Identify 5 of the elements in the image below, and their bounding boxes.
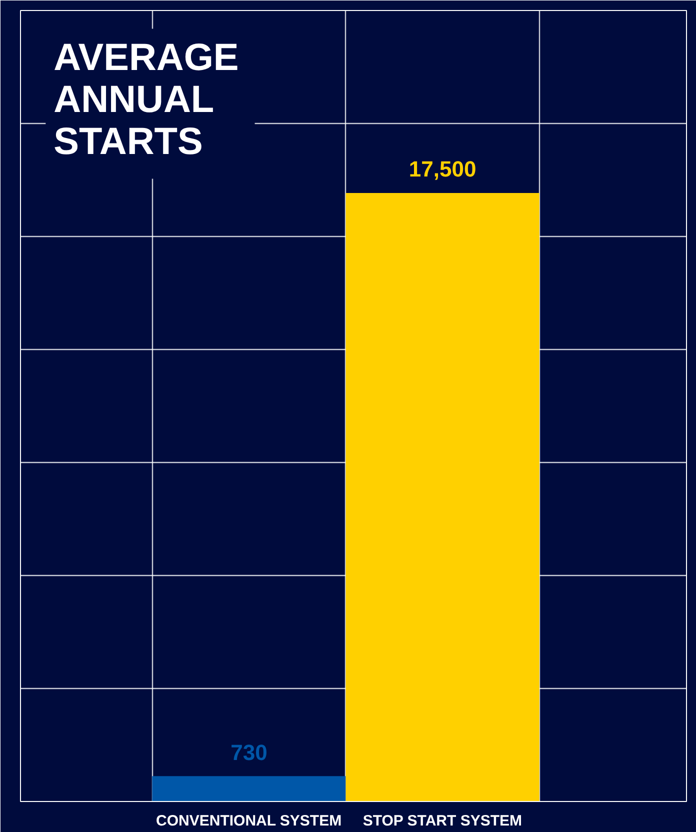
data-label: 730 — [230, 740, 268, 765]
data-label: 17,500 — [408, 156, 476, 182]
x-tick-label: STOP START SYSTEM — [362, 812, 522, 830]
x-tick-label: CONVENTIONAL SYSTEM — [156, 812, 342, 830]
chart-title: AVERAGE ANNUAL STARTS — [54, 36, 239, 163]
